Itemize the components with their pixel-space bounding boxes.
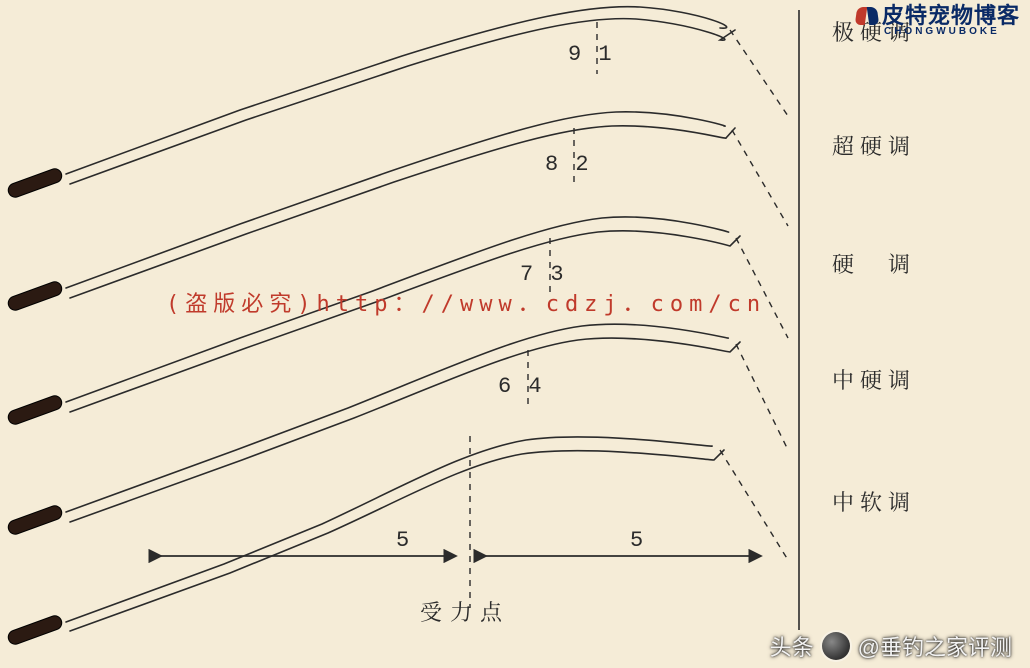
source-watermark: (盗版必究)http：//www．cdzj．com/cn	[166, 286, 766, 318]
ratio-label: 6 4	[498, 374, 544, 399]
ratio-label: 7 3	[520, 262, 566, 287]
force-point-caption: 受力点	[420, 596, 510, 627]
rod-4	[6, 324, 788, 536]
rod-1	[6, 7, 788, 200]
blog-logo: 皮特宠物博客 CHONGWUBOKE	[856, 4, 1020, 38]
ratio-label: 8 2	[545, 152, 591, 177]
diagram-svg	[0, 0, 1030, 668]
diagram-stage: 极硬调超硬调硬 调中硬调中软调 9 18 27 36 455 (盗版必究)htt…	[0, 0, 1030, 668]
logo-text-zh: 皮特宠物博客	[882, 4, 1020, 27]
ratio-label: 9 1	[568, 42, 614, 67]
logo-text-en: CHONGWUBOKE	[884, 27, 1020, 38]
logo-icon	[856, 5, 878, 27]
rod-label: 中硬调	[832, 364, 916, 395]
rod-label: 超硬调	[832, 130, 916, 161]
arrow-label-right: 5	[630, 528, 645, 553]
rod-3	[6, 217, 788, 426]
arrow-label-left: 5	[396, 528, 411, 553]
rod-label: 中软调	[832, 486, 916, 517]
rod-label: 硬 调	[832, 248, 916, 279]
